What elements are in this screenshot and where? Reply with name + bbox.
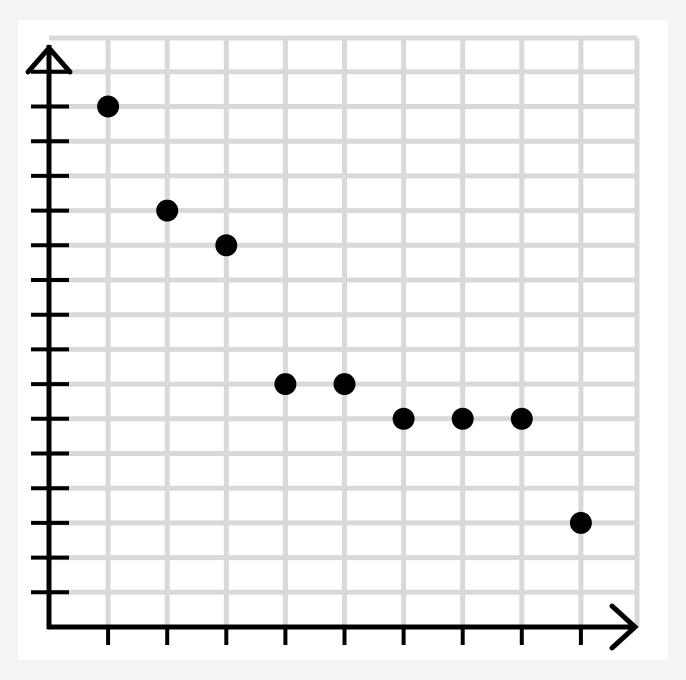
data-point	[510, 407, 533, 430]
data-point	[451, 407, 474, 430]
ticks	[31, 69, 583, 645]
x-axis-arrow-icon	[609, 603, 639, 651]
data-point	[569, 511, 592, 534]
data-point	[333, 373, 356, 396]
y-axis-arrow-icon	[25, 44, 73, 75]
data-point	[274, 373, 297, 396]
data-point	[156, 199, 179, 222]
points	[97, 95, 592, 534]
data-point	[215, 234, 238, 257]
data-point	[392, 407, 415, 430]
data-point	[97, 95, 120, 118]
